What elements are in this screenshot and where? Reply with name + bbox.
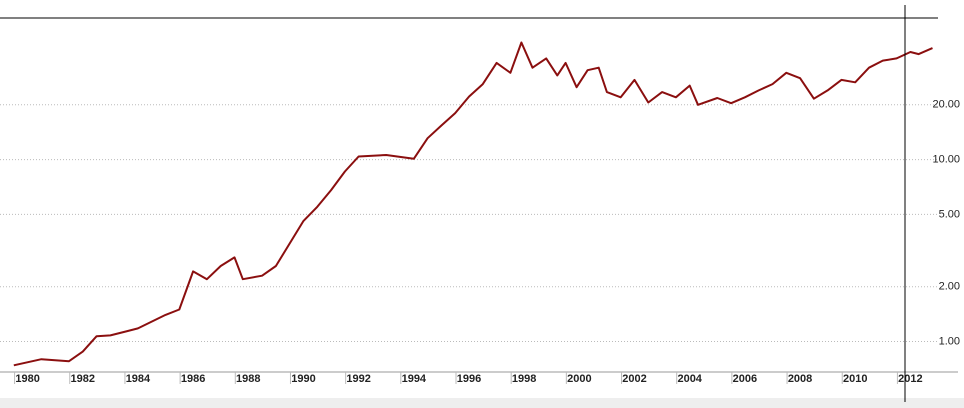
line-series: [13, 41, 933, 367]
x-tick-label: 2006: [733, 373, 757, 385]
x-tick-label: 2010: [843, 373, 867, 385]
x-tick-label: 1984: [126, 373, 151, 385]
x-tick-label: 1980: [15, 373, 39, 385]
x-tick-label: 2000: [567, 373, 591, 385]
y-tick-label: 10.00: [932, 153, 960, 165]
x-tick-label: 2008: [788, 373, 812, 385]
x-tick-label: 2012: [898, 373, 922, 385]
x-tick-label: 1988: [236, 373, 260, 385]
x-tick-label: 1994: [402, 373, 427, 385]
x-tick-label: 1998: [512, 373, 536, 385]
y-tick-label: 20.00: [932, 99, 960, 111]
x-tick-label: 1982: [71, 373, 95, 385]
y-tick-label: 2.00: [939, 281, 960, 293]
x-tick-label: 1992: [346, 373, 370, 385]
x-tick-label: 2004: [677, 373, 702, 385]
y-tick-label: 1.00: [939, 335, 960, 347]
x-tick-label: 2002: [622, 373, 646, 385]
footer-strip: [0, 398, 964, 408]
x-tick-label: 1990: [291, 373, 315, 385]
y-tick-label: 5.00: [939, 208, 960, 220]
x-tick-label: 1996: [457, 373, 481, 385]
x-tick-label: 1986: [181, 373, 205, 385]
